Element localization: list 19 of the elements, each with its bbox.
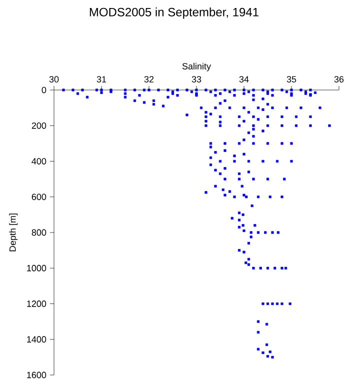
x-tick-label: 32 <box>144 76 154 82</box>
y-axis-title: Depth [m] <box>9 214 18 252</box>
y-tick-label: 800 <box>32 229 46 236</box>
x-tick-label: 30 <box>49 76 59 82</box>
y-tick-label: 200 <box>32 122 46 129</box>
x-tick-label: 36 <box>334 76 344 82</box>
y-tick-label: 1000 <box>27 264 46 272</box>
y-tick-label: 1400 <box>27 336 46 343</box>
x-tick-label: 35 <box>286 76 296 82</box>
y-tick-label: 600 <box>32 194 46 200</box>
x-tick-label: 31 <box>96 76 106 82</box>
x-axis-title: Salinity <box>182 62 211 72</box>
y-tick-label: 1600 <box>27 372 46 378</box>
x-tick-label: 33 <box>192 76 202 82</box>
y-tick-label: 400 <box>32 158 46 164</box>
x-tick-label: 34 <box>239 76 249 82</box>
chart-title: MODS2005 in September, 1941 <box>90 8 258 19</box>
y-tick-label: 1200 <box>27 300 46 307</box>
y-tick-label: 0 <box>42 86 46 94</box>
